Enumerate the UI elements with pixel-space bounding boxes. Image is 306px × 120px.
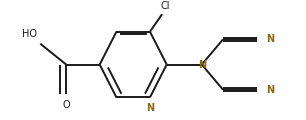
Text: Cl: Cl [160,1,170,11]
Text: N: N [266,85,274,95]
Text: N: N [146,103,154,113]
Text: HO: HO [22,29,37,39]
Text: N: N [198,60,206,69]
Text: O: O [62,100,70,110]
Text: N: N [266,34,274,44]
